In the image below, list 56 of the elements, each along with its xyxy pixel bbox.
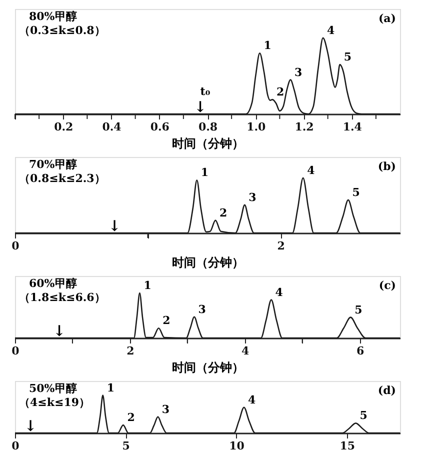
x-tick-label: 0.4 xyxy=(102,120,122,134)
chart-title: 60%甲醇 xyxy=(29,277,77,290)
annotation: 1 xyxy=(200,166,209,180)
text: (a) xyxy=(378,12,396,25)
x-tick-label: 4 xyxy=(242,344,250,358)
annotation: 3 xyxy=(294,66,302,79)
x-axis-title: 时间（分钟） xyxy=(172,256,244,270)
x-tick-label: 0 xyxy=(12,344,20,358)
annotation: 4 xyxy=(327,24,335,37)
x-tick-label: 2 xyxy=(126,344,134,358)
annotation: ↓ xyxy=(24,417,37,435)
annotation: 3 xyxy=(198,302,206,316)
annotation: ↓ xyxy=(108,217,121,235)
annotation: 5 xyxy=(360,409,368,422)
chart-title: 70%甲醇 xyxy=(29,158,77,171)
x-axis-title: 时间（分钟） xyxy=(172,360,244,374)
annotation: 3 xyxy=(248,190,256,204)
annotation: 1 xyxy=(106,381,114,394)
annotation: 2 xyxy=(162,314,170,328)
x-tick-label: 0.2 xyxy=(54,120,74,134)
text: (c) xyxy=(378,279,396,292)
annotation: 4 xyxy=(307,164,316,177)
annotation: 1 xyxy=(264,39,272,52)
annotation: 5 xyxy=(352,186,360,199)
x-tick-label: 0 xyxy=(12,240,20,252)
chart-subtitle: （1.8≤k≤6.6） xyxy=(19,291,106,304)
annotation: ↓ xyxy=(194,98,207,116)
x-tick-label: 10 xyxy=(229,440,245,452)
annotation: 1 xyxy=(144,279,152,292)
annotation: 2 xyxy=(219,206,228,220)
x-tick-label: 1.0 xyxy=(246,120,266,134)
x-tick-label: 0 xyxy=(12,440,20,452)
annotation: 4 xyxy=(275,286,284,299)
annotation: 5 xyxy=(344,50,352,64)
chart-subtitle: （0.3≤k≤0.8） xyxy=(19,24,106,37)
x-axis-title: 时间（分钟） xyxy=(172,136,244,150)
x-tick-label: 0.8 xyxy=(198,120,218,134)
annotation: (d) xyxy=(378,384,396,397)
x-tick-label: 6 xyxy=(356,344,364,358)
annotation: ↓ xyxy=(52,322,66,340)
x-tick-label: 1.4 xyxy=(342,120,362,134)
annotation: 3 xyxy=(162,402,170,416)
chart-title: 80%甲醇 xyxy=(29,10,77,23)
annotation: 2 xyxy=(276,86,284,99)
text: (b) xyxy=(378,160,396,173)
chart-subtitle: （0.8≤k≤2.3） xyxy=(19,172,106,185)
x-tick-label: 5 xyxy=(122,440,130,452)
x-tick-label: 0.6 xyxy=(150,120,170,134)
annotation: 2 xyxy=(127,411,135,424)
chart-subtitle: （4≤k≤19） xyxy=(19,396,90,409)
chart-title: 50%甲醇 xyxy=(29,382,77,395)
annotation: t₀ xyxy=(200,85,210,98)
x-tick-label: 1.2 xyxy=(294,120,314,134)
annotation: 5 xyxy=(354,303,362,316)
x-tick-label: 15 xyxy=(340,440,356,452)
annotation: 4 xyxy=(248,393,256,406)
